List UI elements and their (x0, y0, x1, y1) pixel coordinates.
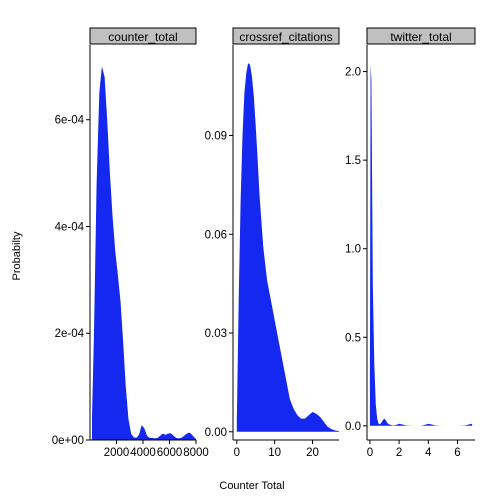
strip-label-crossref_citations: crossref_citations (239, 30, 332, 44)
y-tick-label: 0.0 (345, 421, 361, 433)
y-tick-label: 0.03 (205, 328, 227, 340)
x-tick-label: 0 (234, 447, 240, 459)
y-tick-label: 2.0 (345, 67, 361, 79)
y-tick-label: 0e+00 (52, 435, 84, 447)
y-tick-label: 0.00 (205, 427, 227, 439)
x-tick-label: 6000 (157, 447, 183, 459)
x-tick-label: 4000 (130, 447, 156, 459)
x-tick-label: 6 (454, 447, 460, 459)
strip-twitter_total (366, 27, 476, 45)
y-axis-title: Probabilty (11, 231, 23, 280)
panel-crossref_citations: crossref_citations 0.00 0.03 0.06 0.09 0 10 20 (205, 27, 340, 459)
y-tick-label: 2e-04 (55, 328, 85, 340)
strip-counter_total (89, 27, 197, 45)
x-axis-title: Counter Total (219, 480, 284, 492)
panel-counter_total: counter_total 0e+00 2e-04 4e-04 6e-04 2000 400… (52, 27, 209, 459)
density-area-counter_total (92, 66, 196, 441)
strip-label-counter_total: counter_total (108, 30, 177, 44)
y-tick-label: 1.5 (345, 155, 361, 167)
density-area-twitter_total (369, 64, 473, 426)
x-tick-label: 2 (396, 447, 402, 459)
density-area-crossref_citations (236, 63, 339, 432)
strip-label-twitter_total: twitter_total (390, 30, 451, 44)
x-tick-label: 2000 (104, 447, 130, 459)
y-tick-label: 1.0 (345, 244, 361, 256)
x-tick-label: 20 (306, 447, 319, 459)
y-tick-label: 0.09 (205, 131, 227, 143)
x-tick-label: 4 (425, 447, 432, 459)
x-tick-label: 8000 (183, 447, 209, 459)
y-tick-label: 4e-04 (55, 221, 85, 233)
x-tick-label: 0 (367, 447, 373, 459)
y-tick-label: 6e-04 (55, 115, 85, 127)
strip-crossref_citations (232, 27, 340, 45)
panel-twitter_total: twitter_total 0.0 0.5 1.0 1.5 2.0 0 2 4 6 (345, 27, 476, 459)
x-tick-label: 10 (268, 447, 281, 459)
y-tick-label: 0.5 (345, 332, 361, 344)
y-tick-label: 0.06 (205, 229, 227, 241)
